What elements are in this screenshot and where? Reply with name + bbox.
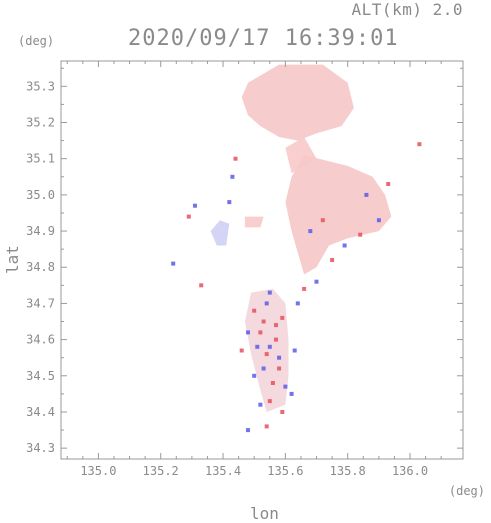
echo-region-north (241, 64, 354, 141)
echo-speckle (302, 286, 307, 291)
x-axis-title: lon (250, 504, 279, 523)
echo-speckle (264, 424, 269, 429)
echo-speckle (280, 410, 285, 414)
echo-speckle (292, 348, 297, 353)
x-tick-label: 135.6 (267, 464, 303, 478)
echo-speckle (342, 243, 347, 248)
echo-speckle (267, 399, 272, 404)
echo-speckle (330, 258, 335, 262)
echo-region-west (210, 220, 230, 246)
echo-speckle (274, 337, 278, 342)
echo-region-bridge (285, 137, 317, 174)
echo-speckle (252, 373, 257, 378)
y-tick-label: 34.9 (26, 224, 55, 238)
echo-speckle (261, 319, 266, 324)
echo-speckle (417, 142, 422, 147)
y-tick-label: 34.5 (26, 369, 55, 383)
echo-speckle (280, 315, 285, 320)
echo-speckle (171, 261, 176, 266)
y-tick-label: 35.0 (26, 188, 55, 202)
x-tick-label: 135.8 (330, 464, 366, 478)
x-tick-label: 135.4 (205, 464, 241, 478)
echo-speckle (193, 203, 197, 208)
echo-speckle (258, 402, 263, 407)
echo-speckle (258, 330, 263, 335)
echo-region-small (244, 216, 264, 228)
echo-speckle (252, 308, 257, 313)
timestamp-title: 2020/09/17 16:39:01 (128, 26, 399, 51)
echo-speckle (289, 391, 294, 396)
y-tick-label: 34.8 (26, 260, 55, 274)
echo-speckle (227, 200, 232, 205)
echo-speckle (267, 290, 272, 295)
echo-layer (171, 64, 422, 433)
y-tick-label: 34.3 (26, 441, 55, 455)
echo-speckle (277, 355, 282, 360)
lon-unit-label: (deg) (448, 484, 485, 498)
echo-speckle (270, 381, 275, 385)
y-tick-label: 34.6 (26, 333, 55, 347)
echo-speckle (186, 214, 191, 219)
x-tick-label: 135.2 (143, 464, 179, 478)
echo-speckle (261, 366, 266, 371)
x-tick-label: 136.0 (392, 464, 428, 478)
echo-speckle (264, 301, 269, 306)
echo-speckle (230, 174, 235, 179)
echo-speckle (274, 323, 278, 328)
echo-speckle (239, 348, 244, 353)
y-tick-label: 34.4 (26, 405, 55, 419)
echo-speckle (283, 384, 288, 389)
y-tick-label: 34.7 (26, 296, 55, 310)
echo-speckle (295, 301, 300, 306)
echo-speckle (320, 218, 325, 223)
echo-speckle (246, 428, 250, 433)
echo-speckle (358, 232, 363, 237)
echo-speckle (376, 218, 381, 223)
echo-speckle (308, 229, 313, 234)
echo-region-east (285, 155, 392, 275)
y-tick-label: 35.2 (26, 116, 55, 130)
echo-speckle (364, 192, 369, 197)
echo-speckle (267, 344, 272, 349)
lat-unit-label: (deg) (18, 34, 55, 48)
echo-speckle (314, 279, 319, 284)
echo-speckle (199, 283, 204, 288)
echo-speckle (386, 182, 391, 186)
echo-speckle (233, 156, 238, 161)
tick-layer: 135.0 135.2 135.4 135.6 135.8 136.0 34.3 34.4 34… (26, 61, 463, 478)
echo-speckle (246, 330, 250, 335)
altitude-label: ALT(km) 2.0 (351, 0, 463, 19)
echo-speckle (264, 352, 269, 357)
y-tick-label: 35.3 (26, 79, 55, 93)
y-tick-label: 35.1 (26, 152, 55, 166)
x-tick-label: 135.0 (80, 464, 116, 478)
echo-speckle (277, 366, 282, 371)
echo-speckle (255, 344, 260, 349)
echo-region-south (244, 288, 289, 412)
plot-frame (60, 60, 464, 460)
